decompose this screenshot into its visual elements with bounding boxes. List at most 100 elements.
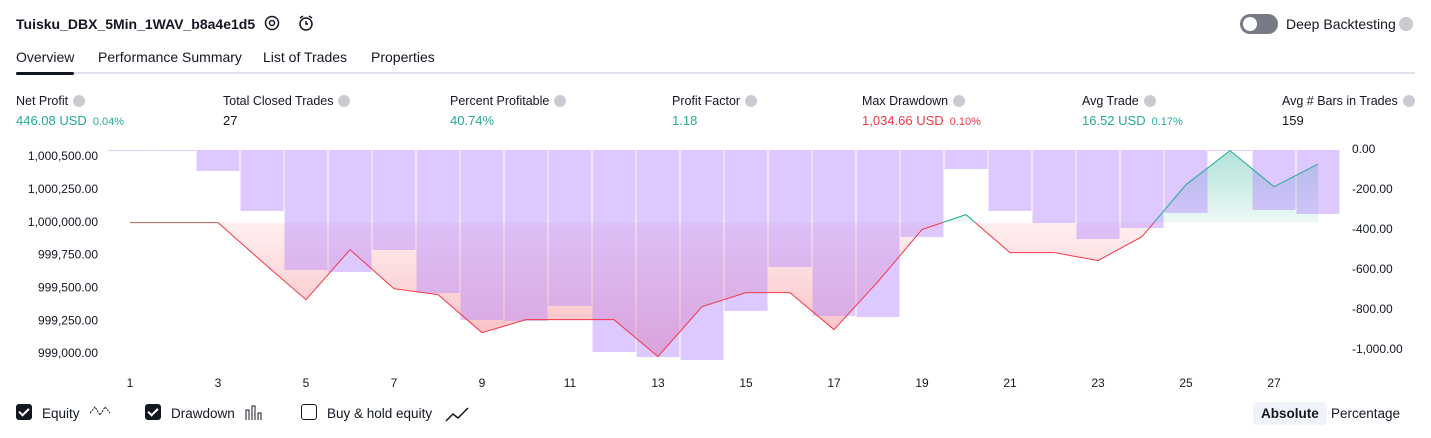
y-tick-label: 1,000,500.00 — [28, 149, 98, 163]
y-tick-label: 1,000,000.00 — [28, 215, 98, 229]
metric-label: Percent Profitable — [450, 94, 567, 108]
metric-number: 40.74% — [450, 113, 495, 128]
tab[interactable]: List of Trades — [263, 49, 348, 65]
x-tick-label: 13 — [651, 376, 665, 390]
metric-number: 1,034.66 USD — [862, 113, 944, 128]
y-tick-label: 1,000,250.00 — [28, 182, 98, 196]
x-tick-label: 11 — [564, 376, 577, 390]
drawdown-icon — [245, 405, 262, 420]
x-tick-label: 23 — [1091, 376, 1105, 390]
drawdown-bar — [1164, 150, 1208, 213]
tab[interactable]: Performance Summary — [98, 49, 242, 65]
mode-option[interactable]: Percentage — [1331, 406, 1401, 421]
drawdown-bar — [504, 150, 548, 321]
metric-value: 159 — [1282, 113, 1304, 128]
metric-value: 40.74% — [450, 113, 494, 128]
drawdown-bar — [460, 150, 504, 320]
x-tick-label: 3 — [215, 376, 222, 390]
metric-number: 16.52 USD — [1082, 113, 1146, 128]
y-tick-label: 999,750.00 — [38, 248, 98, 262]
drawdown-bar — [944, 150, 988, 169]
tab[interactable]: Overview — [16, 49, 75, 75]
drawdown-bar — [1120, 150, 1164, 228]
drawdown-bar — [988, 150, 1032, 211]
drawdown-bar — [724, 150, 768, 311]
equity-area — [130, 150, 1318, 357]
drawdown-bar — [768, 150, 812, 267]
y2-tick-label: -200.00 — [1352, 182, 1393, 196]
metric-percent: 0.04% — [92, 116, 125, 128]
drawdown-bar — [152, 150, 196, 151]
drawdown-bar — [196, 150, 240, 171]
tab[interactable]: Properties — [371, 49, 435, 65]
alert-icon[interactable] — [299, 15, 313, 31]
legend-label: Drawdown — [171, 406, 235, 421]
metric-value: 1,034.66 USD 0.10% — [862, 113, 981, 128]
drawdown-bar — [240, 150, 284, 211]
info-icon[interactable] — [554, 95, 567, 107]
info-icon[interactable] — [745, 95, 758, 107]
drawdown-bar — [1252, 150, 1296, 210]
x-tick-label: 17 — [827, 376, 841, 390]
help-icon[interactable] — [1399, 17, 1413, 31]
drawdown-bar — [328, 150, 372, 272]
mode-option[interactable]: Absolute — [1253, 402, 1327, 425]
strategy-title: Tuisku_DBX_5Min_1WAV_b8a4e1d5 — [16, 16, 256, 32]
x-tick-label: 27 — [1267, 376, 1281, 390]
y-tick-label: 999,000.00 — [38, 346, 98, 360]
legend-label: Equity — [42, 406, 80, 421]
drawdown-bar — [548, 150, 592, 306]
legend-label: Buy & hold equity — [327, 406, 433, 421]
equity-icon — [89, 406, 111, 416]
metric-percent: 0.10% — [949, 116, 981, 128]
drawdown-bar — [1076, 150, 1120, 239]
equity-checkbox[interactable] — [16, 404, 32, 420]
x-tick-label: 7 — [391, 376, 398, 390]
metric-number: 446.08 USD — [16, 113, 87, 128]
x-tick-label: 25 — [1179, 376, 1193, 390]
metric-label: Max Drawdown — [862, 94, 966, 108]
metric-label: Avg Trade — [1082, 94, 1156, 108]
metric-label: Total Closed Trades — [223, 94, 351, 108]
drawdown-bar — [636, 150, 680, 357]
info-icon[interactable] — [953, 95, 966, 107]
drawdown-bar — [680, 150, 724, 360]
drawdown-bar — [372, 150, 416, 250]
metric-value: 1.18 — [672, 113, 697, 128]
y-tick-label: 999,250.00 — [38, 313, 98, 327]
drawdown-bar — [900, 150, 944, 237]
metric-number: 159 — [1282, 113, 1304, 128]
equity-line — [130, 150, 1319, 358]
metric-number: 1.18 — [672, 113, 698, 128]
metric-number: 27 — [223, 113, 238, 128]
deep-backtesting-label: Deep Backtesting — [1286, 16, 1396, 32]
buy-hold-icon — [445, 407, 469, 422]
metric-value: 27 — [223, 113, 237, 128]
info-icon[interactable] — [338, 95, 351, 107]
metric-percent: 0.17% — [1151, 116, 1183, 128]
info-icon[interactable] — [1143, 95, 1156, 107]
drawdown-bar — [592, 150, 636, 352]
metric-label: Avg # Bars in Trades — [1282, 94, 1415, 108]
y2-tick-label: -400.00 — [1352, 222, 1393, 236]
drawdown-bar — [416, 150, 460, 293]
drawdown-checkbox[interactable] — [145, 404, 161, 420]
deep-backtesting-toggle[interactable] — [1240, 14, 1278, 34]
info-icon[interactable] — [1402, 95, 1415, 107]
drawdown-bar — [108, 150, 152, 151]
x-tick-label: 21 — [1003, 376, 1017, 390]
y-tick-label: 999,500.00 — [38, 280, 98, 294]
settings-icon[interactable] — [264, 15, 280, 31]
buy-hold-checkbox[interactable] — [301, 404, 317, 420]
x-tick-label: 19 — [915, 376, 929, 390]
metric-value: 446.08 USD 0.04% — [16, 113, 124, 128]
drawdown-bar — [812, 150, 856, 316]
drawdown-bar — [284, 150, 328, 270]
x-tick-label: 1 — [127, 376, 134, 390]
x-tick-label: 15 — [739, 376, 753, 390]
x-tick-label: 5 — [303, 376, 310, 390]
metric-label: Net Profit — [16, 94, 86, 108]
info-icon[interactable] — [73, 95, 86, 107]
